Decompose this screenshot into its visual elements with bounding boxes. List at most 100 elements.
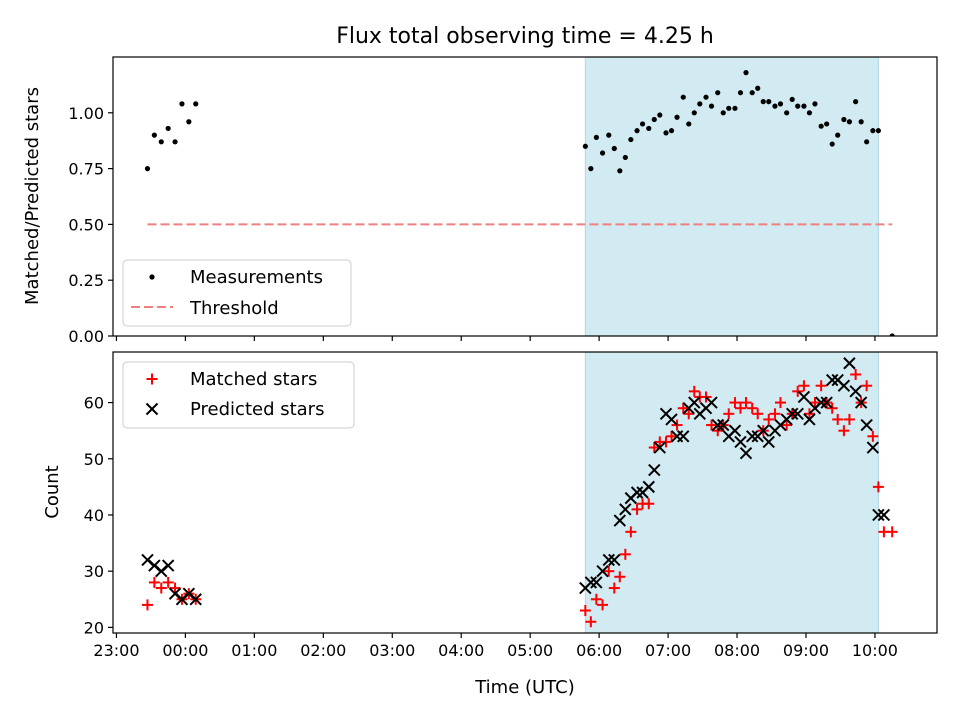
- matched-star-point: [660, 436, 672, 448]
- x-tick-label: 08:00: [714, 641, 760, 660]
- measurement-point: [889, 333, 895, 336]
- top-y-axis-label: Matched/Predicted stars: [22, 87, 43, 305]
- predicted-star-point: [803, 413, 816, 426]
- matched-star-point: [792, 385, 804, 397]
- x-tick-label: 03:00: [369, 641, 415, 660]
- matched-star-point: [631, 503, 643, 515]
- measurement-point: [651, 116, 657, 123]
- y-tick-label: 50: [84, 450, 104, 469]
- matched-star-point: [648, 442, 660, 454]
- matched-star-point: [850, 368, 862, 380]
- predicted-star-point: [849, 385, 862, 398]
- predicted-star-point: [705, 396, 718, 409]
- measurement-point: [784, 110, 790, 116]
- predicted-star-point: [745, 430, 759, 443]
- matched-star-point: [746, 402, 758, 414]
- legend-bottom: Matched stars Predicted stars: [122, 361, 355, 429]
- matched-star-point: [585, 616, 597, 628]
- predicted-star-point: [619, 503, 632, 516]
- measurement-point: [760, 99, 766, 105]
- plot-area: [141, 357, 898, 628]
- predicted-star-point: [757, 424, 770, 437]
- measurement-point: [755, 85, 761, 91]
- matched-star-point: [838, 425, 850, 437]
- measurement-point: [697, 101, 703, 107]
- matched-star-point: [740, 397, 752, 409]
- measurement-point: [193, 101, 199, 107]
- measurement-point: [588, 166, 594, 172]
- measurement-point: [172, 139, 178, 145]
- predicted-star-point: [797, 390, 811, 404]
- matched-star-point: [843, 413, 855, 425]
- measurement-point: [158, 139, 164, 145]
- predicted-star-point: [814, 396, 828, 409]
- legend-predicted-marker: [145, 402, 159, 416]
- ratio-panel: 0.00 0.25 0.50 0.75 1.00 Measurements Threshol…: [68, 56, 938, 346]
- matched-star-point: [597, 599, 609, 611]
- x-tick-label: 23:00: [93, 641, 139, 660]
- measurement-point: [599, 150, 606, 156]
- legend-box: [122, 361, 355, 429]
- measurement-point: [703, 94, 709, 100]
- y-tick-label: 0.75: [68, 160, 104, 179]
- predicted-star-point: [717, 418, 730, 432]
- measurement-point: [875, 128, 881, 134]
- measurement-point: [737, 90, 744, 96]
- measurement-point: [628, 136, 634, 143]
- measurement-point: [582, 143, 588, 149]
- predicted-star-point: [711, 418, 724, 432]
- matched-star-point: [774, 397, 786, 409]
- measurement-point: [720, 110, 726, 116]
- predicted-star-point: [854, 396, 868, 409]
- predicted-star-point: [791, 407, 804, 421]
- x-tick-label: 01:00: [231, 641, 277, 660]
- bottom-y-axis-label: Count: [42, 465, 63, 518]
- measurement-point: [818, 123, 824, 129]
- matched-star-point: [148, 576, 160, 588]
- x-axis-label: Time (UTC): [474, 677, 575, 698]
- legend-measurement-marker: [149, 274, 155, 280]
- x-tick-label: 05:00: [507, 641, 553, 660]
- measurement-point: [864, 139, 870, 145]
- y-tick-label: 30: [84, 562, 104, 581]
- measurement-point: [680, 94, 686, 100]
- matched-star-point: [809, 397, 821, 409]
- legend-matched-marker: [146, 373, 158, 385]
- x-tick-label: 00:00: [162, 641, 208, 660]
- predicted-star-point: [734, 435, 747, 449]
- measurement-point: [824, 121, 830, 127]
- predicted-star-point: [642, 480, 655, 494]
- matched-star-point: [752, 408, 764, 420]
- measurement-point: [144, 166, 151, 172]
- measurement-point: [606, 132, 612, 138]
- matched-star-point: [769, 408, 781, 420]
- predicted-star-point: [872, 508, 885, 522]
- measurement-point: [646, 125, 652, 132]
- observing-window-band: [584, 56, 879, 337]
- matched-star-point: [579, 605, 591, 617]
- predicted-star-point: [820, 396, 833, 409]
- measurement-point: [829, 141, 835, 147]
- matched-star-point: [643, 498, 655, 510]
- predicted-star-point: [161, 559, 175, 572]
- matched-star-point: [700, 391, 712, 403]
- measurement-point: [749, 90, 755, 96]
- measurement-point: [743, 70, 749, 76]
- matched-star-point: [723, 408, 735, 420]
- measurement-point: [151, 132, 157, 138]
- matched-star-point: [683, 408, 695, 420]
- predicted-star-point: [602, 553, 615, 567]
- matched-star-point: [614, 571, 626, 583]
- measurement-point: [686, 121, 692, 127]
- matched-star-point: [763, 413, 775, 425]
- matched-star-point: [688, 385, 700, 397]
- predicted-star-point: [677, 430, 690, 443]
- predicted-star-point: [630, 486, 644, 499]
- y-tick-label: 1.00: [68, 104, 104, 123]
- matched-star-point: [162, 576, 174, 588]
- legend-threshold-label: Threshold: [189, 298, 279, 319]
- matched-star-point: [619, 548, 631, 560]
- predicted-star-point: [860, 418, 873, 432]
- matched-star-point: [666, 430, 678, 442]
- matched-star-point: [671, 419, 683, 431]
